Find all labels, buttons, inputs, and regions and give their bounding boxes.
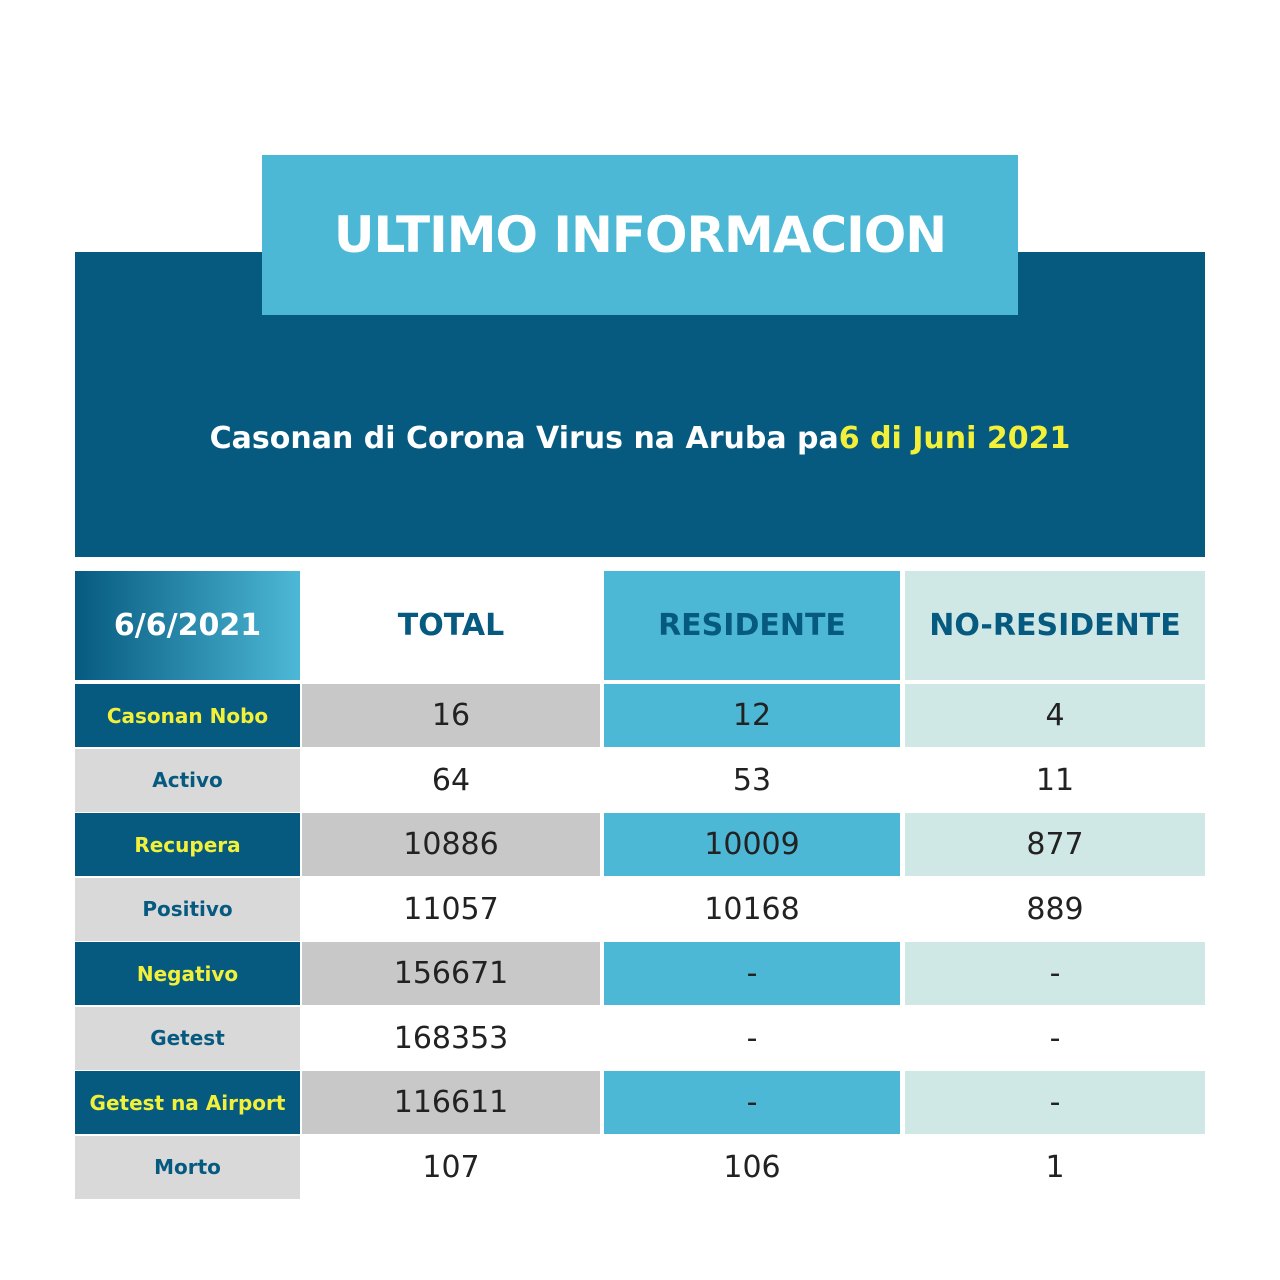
column-header: TOTAL	[302, 571, 600, 680]
value-cell: -	[905, 942, 1205, 1005]
value-cell: 12	[604, 684, 900, 747]
value-cell: 116611	[302, 1071, 600, 1134]
value-cell: -	[604, 1071, 900, 1134]
row-label: Negativo	[75, 942, 300, 1005]
value-cell: 4	[905, 684, 1205, 747]
value-cell: 106	[604, 1135, 900, 1199]
subtitle-date: 6 di Juni 2021	[838, 420, 1071, 456]
title: ULTIMO INFORMACION	[262, 155, 1018, 315]
value-cell: 877	[905, 813, 1205, 876]
row-label: Getest	[75, 1006, 300, 1070]
value-cell: -	[604, 1006, 900, 1070]
value-cell: 10886	[302, 813, 600, 876]
value-cell: 11057	[302, 877, 600, 941]
column-header: RESIDENTE	[604, 571, 900, 680]
value-cell: -	[905, 1071, 1205, 1134]
corner-cell: 6/6/2021	[75, 571, 300, 680]
value-cell: 107	[302, 1135, 600, 1199]
subtitle: Casonan di Corona Virus na Aruba pa 6 di…	[75, 410, 1205, 466]
value-cell: -	[604, 942, 900, 1005]
value-cell: 156671	[302, 942, 600, 1005]
row-label: Activo	[75, 748, 300, 812]
value-cell: 16	[302, 684, 600, 747]
value-cell: 889	[905, 877, 1205, 941]
row-label: Getest na Airport	[75, 1071, 300, 1134]
value-cell: -	[905, 1006, 1205, 1070]
row-label: Recupera	[75, 813, 300, 876]
value-cell: 168353	[302, 1006, 600, 1070]
value-cell: 1	[905, 1135, 1205, 1199]
column-header: NO-RESIDENTE	[905, 571, 1205, 680]
subtitle-text: Casonan di Corona Virus na Aruba pa	[209, 420, 839, 456]
row-label: Casonan Nobo	[75, 684, 300, 747]
value-cell: 11	[905, 748, 1205, 812]
row-label: Morto	[75, 1135, 300, 1199]
value-cell: 53	[604, 748, 900, 812]
value-cell: 64	[302, 748, 600, 812]
row-label: Positivo	[75, 877, 300, 941]
value-cell: 10009	[604, 813, 900, 876]
value-cell: 10168	[604, 877, 900, 941]
